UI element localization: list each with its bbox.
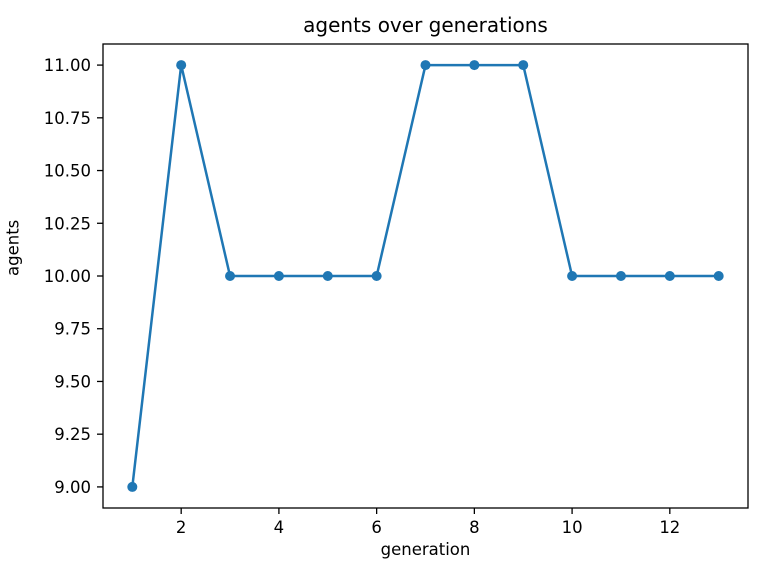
data-point-marker xyxy=(615,271,626,281)
x-axis-label: generation xyxy=(380,540,471,559)
y-tick-label: 10.25 xyxy=(44,214,91,233)
x-tick-label: 4 xyxy=(274,518,285,537)
data-point-marker xyxy=(518,60,529,71)
y-axis-label-text: agents xyxy=(3,219,23,276)
y-tick-label: 9.75 xyxy=(54,320,91,339)
data-point-marker xyxy=(420,60,431,71)
x-tick-label: 6 xyxy=(371,518,382,537)
x-tick-label: 8 xyxy=(469,518,480,537)
data-point-marker xyxy=(273,271,284,281)
data-point-marker xyxy=(567,271,578,281)
data-point-marker xyxy=(713,271,724,281)
data-point-marker xyxy=(322,271,333,281)
y-tick-label: 9.25 xyxy=(54,425,91,444)
y-tick-label: 10.00 xyxy=(44,267,91,286)
y-tick-label: 9.00 xyxy=(54,478,91,497)
data-point-marker xyxy=(127,481,138,492)
x-tick-label: 12 xyxy=(659,518,680,537)
x-tick-label: 10 xyxy=(562,518,583,537)
y-tick-label: 9.50 xyxy=(54,372,91,391)
y-tick-label: 10.50 xyxy=(44,162,91,181)
data-point-marker xyxy=(371,271,382,281)
data-series-line xyxy=(131,63,720,489)
data-point-marker xyxy=(225,271,236,281)
y-tick-label: 10.75 xyxy=(44,109,91,128)
data-point-marker xyxy=(176,60,187,71)
x-tick-label: 2 xyxy=(176,518,187,537)
data-point-marker xyxy=(469,60,480,71)
data-point-marker xyxy=(664,271,675,281)
y-tick-label: 11.00 xyxy=(44,56,91,75)
chart-title: agents over generations xyxy=(303,13,548,37)
